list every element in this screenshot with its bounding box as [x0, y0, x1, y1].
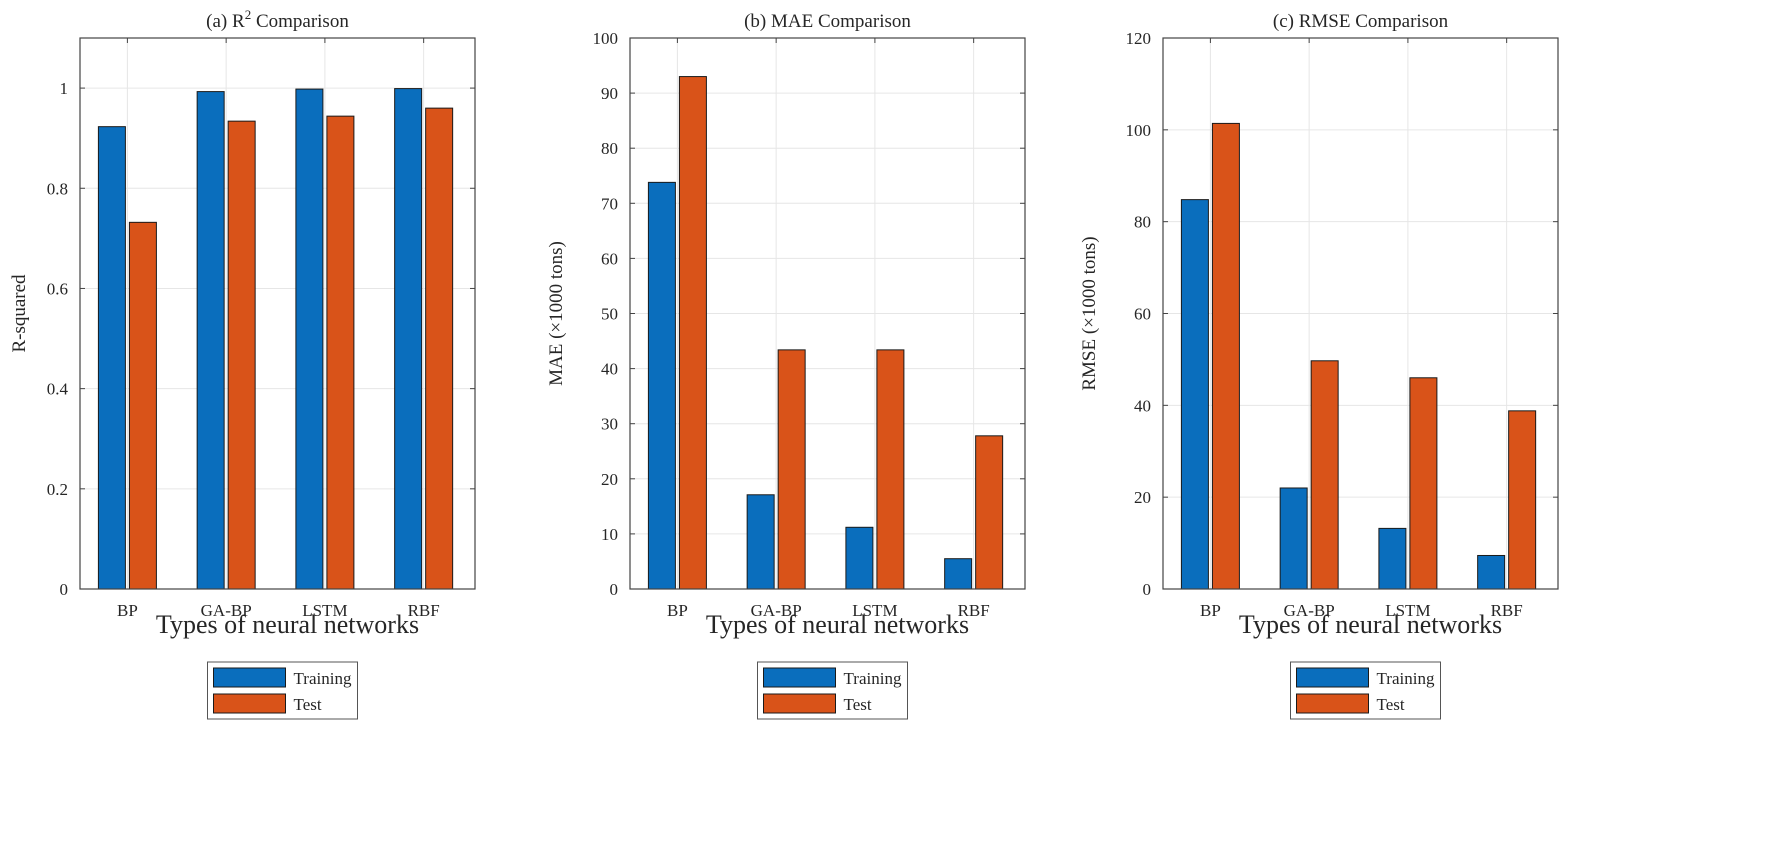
legend-label: Training: [844, 669, 902, 688]
x-tick-label: GA-BP: [201, 601, 252, 620]
x-tick-label: RBF: [1491, 601, 1523, 620]
legend: Training Test: [1290, 661, 1441, 720]
bar-test-bp: [128, 221, 157, 590]
bar-test-rbf: [1508, 410, 1537, 590]
bar-test-ga-bp: [227, 120, 256, 590]
y-tick-label: 0.6: [47, 279, 68, 298]
x-tick-label: LSTM: [302, 601, 347, 620]
title-suffix: Comparison: [251, 11, 349, 32]
bar-training-bp: [97, 126, 126, 590]
legend-swatch-test: [1296, 693, 1369, 714]
chart-panel-2: 0 10 20 30 40 50 60 70 80 90 100 BP GA-BP LSTM RBF (b) …: [546, 11, 1026, 720]
x-tick-label: LSTM: [1385, 601, 1430, 620]
legend: Training Test: [757, 661, 908, 720]
bar-training-bp: [647, 181, 676, 590]
bar-test-lstm: [326, 115, 355, 590]
legend-swatch-training: [763, 667, 836, 688]
bar-training-ga-bp: [196, 91, 225, 590]
x-axis-label: Types of neural networks: [1239, 610, 1502, 639]
y-tick-label: 40: [601, 360, 618, 379]
chart-title: (a) R2 Comparison: [206, 7, 349, 32]
legend: Training Test: [207, 661, 358, 720]
y-axis-label: MAE (×1000 tons): [546, 241, 567, 386]
y-tick-label: 0.8: [47, 179, 68, 198]
bar-training-ga-bp: [746, 494, 775, 590]
legend-label: Training: [1377, 669, 1435, 688]
legend-label: Training: [294, 669, 352, 688]
y-axis-label: R-squared: [9, 274, 30, 353]
x-tick-label: GA-BP: [1284, 601, 1335, 620]
x-tick-label: BP: [117, 601, 138, 620]
legend-label: Test: [294, 695, 322, 714]
x-tick-label: RBF: [958, 601, 990, 620]
x-tick-label: BP: [667, 601, 688, 620]
bar-training-lstm: [845, 526, 874, 590]
bar-test-bp: [678, 76, 707, 590]
y-tick-label: 80: [1134, 213, 1151, 232]
x-tick-label: RBF: [408, 601, 440, 620]
y-tick-label: 80: [601, 139, 618, 158]
y-tick-label: 20: [601, 470, 618, 489]
legend-swatch-training: [213, 667, 286, 688]
x-axis-label: Types of neural networks: [156, 610, 419, 639]
y-tick-label: 20: [1134, 488, 1151, 507]
x-tick-label: GA-BP: [751, 601, 802, 620]
y-tick-label: 100: [1126, 121, 1152, 140]
y-tick-label: 0.2: [47, 480, 68, 499]
bar-test-ga-bp: [777, 349, 806, 590]
bar-training-rbf: [394, 88, 423, 590]
bar-training-rbf: [1477, 554, 1506, 590]
legend-label: Test: [844, 695, 872, 714]
x-tick-label: LSTM: [852, 601, 897, 620]
y-tick-label: 0: [1143, 580, 1152, 599]
bar-training-rbf: [944, 558, 973, 590]
y-tick-label: 40: [1134, 396, 1151, 415]
y-axis-label: RMSE (×1000 tons): [1079, 236, 1100, 390]
chart-panel-1: 0 0.2 0.4 0.6 0.8 1 BP GA-BP LSTM RBF (a) R2 Compa…: [9, 7, 476, 720]
legend-swatch-test: [213, 693, 286, 714]
legend-label: Test: [1377, 695, 1405, 714]
bar-test-lstm: [876, 349, 905, 590]
chart-title: (b) MAE Comparison: [744, 11, 911, 32]
y-tick-label: 10: [601, 525, 618, 544]
y-tick-label: 90: [601, 84, 618, 103]
chart-title: (c) RMSE Comparison: [1273, 11, 1449, 32]
y-tick-label: 30: [601, 415, 618, 434]
y-tick-label: 1: [60, 79, 69, 98]
bar-training-lstm: [1378, 527, 1407, 590]
y-tick-label: 50: [601, 305, 618, 324]
x-tick-label: BP: [1200, 601, 1221, 620]
bar-test-ga-bp: [1310, 360, 1339, 590]
y-tick-label: 0: [610, 580, 619, 599]
y-tick-label: 70: [601, 194, 618, 213]
axes-box: [79, 37, 476, 590]
y-tick-label: 60: [1134, 305, 1151, 324]
y-tick-label: 120: [1126, 29, 1152, 48]
bar-test-bp: [1211, 122, 1240, 590]
axes-box: [1162, 37, 1559, 590]
chart-panel-3: 0 20 40 60 80 100 120 BP GA-BP LSTM RBF (c) RMSE Co…: [1079, 11, 1559, 720]
title-superscript: 2: [245, 7, 252, 22]
axes-box: [629, 37, 1026, 590]
bar-test-rbf: [425, 107, 454, 590]
legend-swatch-test: [763, 693, 836, 714]
bar-test-lstm: [1409, 377, 1438, 590]
bar-training-lstm: [295, 88, 324, 590]
y-tick-label: 100: [593, 29, 619, 48]
y-tick-label: 0: [60, 580, 69, 599]
bar-training-bp: [1180, 199, 1209, 590]
y-tick-label: 0.4: [47, 380, 69, 399]
bar-test-rbf: [975, 435, 1004, 590]
bar-training-ga-bp: [1279, 487, 1308, 590]
y-tick-label: 60: [601, 249, 618, 268]
legend-swatch-training: [1296, 667, 1369, 688]
x-axis-label: Types of neural networks: [706, 610, 969, 639]
